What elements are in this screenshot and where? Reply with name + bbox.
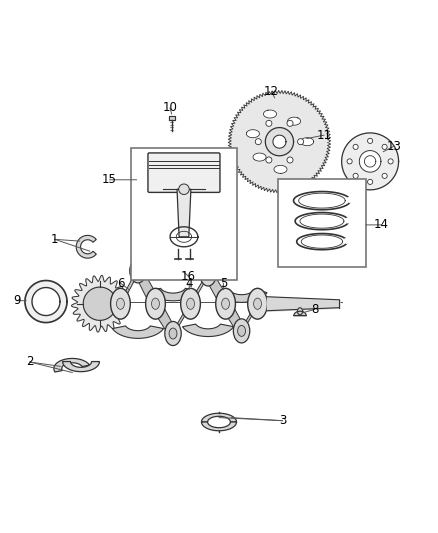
Ellipse shape [248, 288, 267, 319]
Text: 5: 5 [220, 277, 227, 289]
Ellipse shape [165, 321, 181, 345]
Polygon shape [274, 165, 287, 173]
Circle shape [297, 139, 304, 144]
Text: 16: 16 [181, 270, 196, 282]
Ellipse shape [130, 259, 146, 283]
Text: 15: 15 [102, 173, 117, 186]
Polygon shape [297, 308, 303, 315]
Circle shape [388, 159, 393, 164]
Text: 4: 4 [185, 277, 193, 289]
Polygon shape [177, 189, 191, 237]
Ellipse shape [254, 298, 261, 309]
Ellipse shape [204, 269, 212, 279]
FancyBboxPatch shape [148, 153, 220, 192]
Polygon shape [63, 361, 99, 372]
Circle shape [255, 139, 261, 144]
Circle shape [287, 120, 293, 126]
Ellipse shape [237, 326, 245, 336]
Polygon shape [359, 150, 381, 172]
Ellipse shape [152, 298, 159, 309]
Circle shape [382, 144, 387, 149]
Text: 8: 8 [311, 303, 318, 316]
Polygon shape [187, 271, 211, 308]
Circle shape [367, 179, 373, 184]
Ellipse shape [233, 319, 250, 343]
Polygon shape [264, 110, 276, 118]
Polygon shape [205, 271, 230, 308]
Text: 6: 6 [117, 277, 124, 289]
Circle shape [266, 157, 272, 163]
Polygon shape [273, 135, 286, 148]
Polygon shape [201, 422, 237, 431]
Polygon shape [83, 287, 117, 320]
Polygon shape [246, 130, 259, 138]
Polygon shape [238, 300, 261, 334]
Ellipse shape [169, 328, 177, 339]
Text: 14: 14 [374, 219, 389, 231]
Polygon shape [300, 138, 314, 146]
Text: 11: 11 [317, 128, 332, 142]
Polygon shape [25, 280, 67, 322]
Circle shape [287, 157, 293, 163]
Circle shape [179, 184, 189, 195]
Polygon shape [183, 324, 233, 336]
Circle shape [382, 173, 387, 179]
Text: 12: 12 [264, 85, 279, 98]
Text: 1: 1 [51, 233, 59, 246]
Polygon shape [201, 413, 237, 422]
Polygon shape [113, 326, 163, 338]
Circle shape [353, 144, 358, 149]
Ellipse shape [145, 288, 165, 319]
Polygon shape [216, 290, 267, 302]
Polygon shape [152, 300, 176, 337]
Text: 2: 2 [26, 356, 34, 368]
Polygon shape [342, 133, 399, 190]
Ellipse shape [222, 298, 230, 309]
Ellipse shape [134, 265, 142, 276]
Polygon shape [294, 311, 306, 316]
Polygon shape [253, 153, 266, 161]
Text: 13: 13 [387, 140, 402, 152]
Polygon shape [135, 268, 159, 308]
Polygon shape [117, 268, 141, 308]
Ellipse shape [200, 262, 216, 286]
Polygon shape [170, 300, 194, 337]
Polygon shape [288, 117, 300, 125]
Ellipse shape [215, 288, 236, 319]
Circle shape [347, 159, 352, 164]
Text: 9: 9 [13, 294, 21, 307]
Text: 3: 3 [279, 414, 286, 427]
Polygon shape [228, 91, 331, 193]
Polygon shape [148, 288, 198, 301]
Polygon shape [222, 300, 245, 334]
FancyBboxPatch shape [278, 179, 366, 266]
Circle shape [266, 120, 272, 126]
Polygon shape [54, 358, 89, 372]
Circle shape [353, 173, 358, 179]
Polygon shape [71, 276, 128, 332]
Ellipse shape [187, 298, 194, 309]
Text: 10: 10 [162, 101, 177, 115]
Ellipse shape [180, 288, 200, 319]
FancyBboxPatch shape [131, 148, 237, 280]
Ellipse shape [110, 288, 131, 319]
Polygon shape [76, 236, 96, 258]
Polygon shape [265, 127, 293, 156]
Polygon shape [32, 287, 60, 316]
Polygon shape [169, 116, 175, 120]
Ellipse shape [117, 298, 124, 309]
Circle shape [367, 139, 373, 143]
